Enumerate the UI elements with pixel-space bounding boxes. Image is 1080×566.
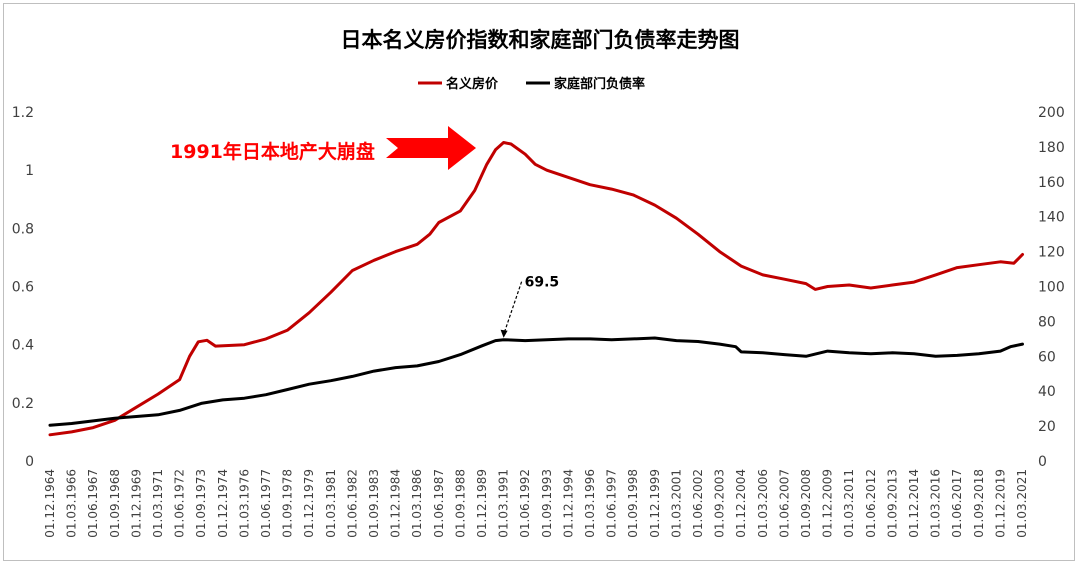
x-axis: 01.12.1964 01.03.1966 01.06.1967 01.09.1968… xyxy=(43,469,1029,538)
y-left-tick-label: 1 xyxy=(25,163,34,179)
x-tick-label: 01.03.1966 xyxy=(65,469,79,538)
crash-annotation-text: 1991年日本地产大崩盘 xyxy=(170,140,375,163)
y-left-tick-label: 0.2 xyxy=(12,396,34,412)
x-tick-label: 01.12.1999 xyxy=(648,469,662,538)
x-tick-label: 01.12.2014 xyxy=(907,469,921,538)
crash-arrow-icon xyxy=(386,126,476,170)
x-tick-label: 01.03.1991 xyxy=(497,469,511,538)
x-tick-label: 01.12.2009 xyxy=(821,469,835,538)
x-tick-label: 01.03.2016 xyxy=(929,469,943,538)
x-tick-label: 01.12.2004 xyxy=(734,469,748,538)
y-right-tick-label: 140 xyxy=(1038,210,1065,226)
x-tick-label: 01.06.1987 xyxy=(432,469,446,538)
x-tick-label: 01.12.1964 xyxy=(43,469,57,538)
x-tick-label: 01.09.2013 xyxy=(885,469,899,538)
x-tick-label: 01.09.1978 xyxy=(281,469,295,538)
legend-label-house-price: 名义房价 xyxy=(446,76,499,92)
y-left-tick-label: 0.4 xyxy=(12,338,34,354)
y-right-tick-label: 120 xyxy=(1038,245,1065,261)
x-tick-label: 01.06.1972 xyxy=(173,469,187,538)
x-tick-label: 01.03.2021 xyxy=(1015,469,1029,538)
peak-leader-line xyxy=(504,281,523,332)
series-line-house-price xyxy=(48,141,1024,437)
x-tick-label: 01.03.1976 xyxy=(237,469,251,538)
y-right-tick-label: 180 xyxy=(1038,140,1065,156)
chart-frame xyxy=(3,3,1075,561)
x-tick-label: 01.09.1988 xyxy=(453,469,467,538)
peak-label: 69.5 xyxy=(525,275,560,291)
x-tick-label: 01.12.1984 xyxy=(389,469,403,538)
y-left-tick-label: 0.8 xyxy=(12,221,34,237)
y-right-tick-label: 80 xyxy=(1038,314,1056,330)
plot-area xyxy=(48,141,1024,437)
x-tick-label: 01.12.1989 xyxy=(475,469,489,538)
x-tick-label: 01.03.2011 xyxy=(842,469,856,538)
x-tick-label: 01.06.2017 xyxy=(950,469,964,538)
x-tick-label: 01.12.1979 xyxy=(302,469,316,538)
x-tick-label: 01.09.1998 xyxy=(626,469,640,538)
x-tick-label: 01.03.2001 xyxy=(669,469,683,538)
legend-label-household-debt: 家庭部门负债率 xyxy=(554,76,645,92)
x-tick-label: 01.06.2002 xyxy=(691,469,705,538)
y-right-tick-label: 40 xyxy=(1038,384,1056,400)
series-line-household-debt xyxy=(48,336,1024,427)
x-tick-label: 01.09.1983 xyxy=(367,469,381,538)
x-tick-label: 01.03.1986 xyxy=(410,469,424,538)
x-tick-label: 01.09.1973 xyxy=(194,469,208,538)
y-right-tick-label: 0 xyxy=(1038,454,1047,470)
x-tick-label: 01.12.1994 xyxy=(561,469,575,538)
x-tick-label: 01.12.2019 xyxy=(993,469,1007,538)
x-tick-label: 01.12.1974 xyxy=(216,469,230,538)
y-left-tick-label: 1.2 xyxy=(12,105,34,121)
x-tick-label: 01.09.2008 xyxy=(799,469,813,538)
x-tick-label: 01.06.2007 xyxy=(777,469,791,538)
y-right-tick-label: 160 xyxy=(1038,175,1065,191)
peak-arrow-icon xyxy=(500,329,508,338)
x-tick-label: 01.06.1977 xyxy=(259,469,273,538)
legend: 名义房价 家庭部门负债率 xyxy=(418,76,645,92)
x-tick-label: 01.03.1971 xyxy=(151,469,165,538)
x-tick-label: 01.09.2018 xyxy=(972,469,986,538)
x-tick-label: 01.06.1967 xyxy=(86,469,100,538)
x-tick-label: 01.03.1981 xyxy=(324,469,338,538)
x-tick-label: 01.12.1969 xyxy=(129,469,143,538)
y-right-tick-label: 100 xyxy=(1038,280,1065,296)
y-axis-left: 0 0.2 0.4 0.6 0.8 1 1.2 xyxy=(12,105,34,470)
y-left-tick-label: 0 xyxy=(25,454,34,470)
x-tick-label: 01.03.1996 xyxy=(583,469,597,538)
y-left-tick-label: 0.6 xyxy=(12,280,34,296)
chart-title: 日本名义房价指数和家庭部门负债率走势图 xyxy=(341,28,740,52)
x-tick-label: 01.06.1982 xyxy=(345,469,359,538)
x-tick-label: 01.03.2006 xyxy=(756,469,770,538)
y-right-tick-label: 20 xyxy=(1038,419,1056,435)
y-right-tick-label: 60 xyxy=(1038,349,1056,365)
x-tick-label: 01.09.1968 xyxy=(108,469,122,538)
x-tick-label: 01.06.1992 xyxy=(518,469,532,538)
x-tick-label: 01.09.1993 xyxy=(540,469,554,538)
y-axis-right: 0 20 40 60 80 100 120 140 160 180 200 xyxy=(1038,105,1065,470)
crash-annotation: 1991年日本地产大崩盘 xyxy=(170,126,476,170)
x-tick-label: 01.06.2012 xyxy=(864,469,878,538)
x-tick-label: 01.09.2003 xyxy=(713,469,727,538)
peak-annotation: 69.5 xyxy=(500,275,560,338)
x-tick-label: 01.06.1997 xyxy=(605,469,619,538)
y-right-tick-label: 200 xyxy=(1038,105,1065,121)
